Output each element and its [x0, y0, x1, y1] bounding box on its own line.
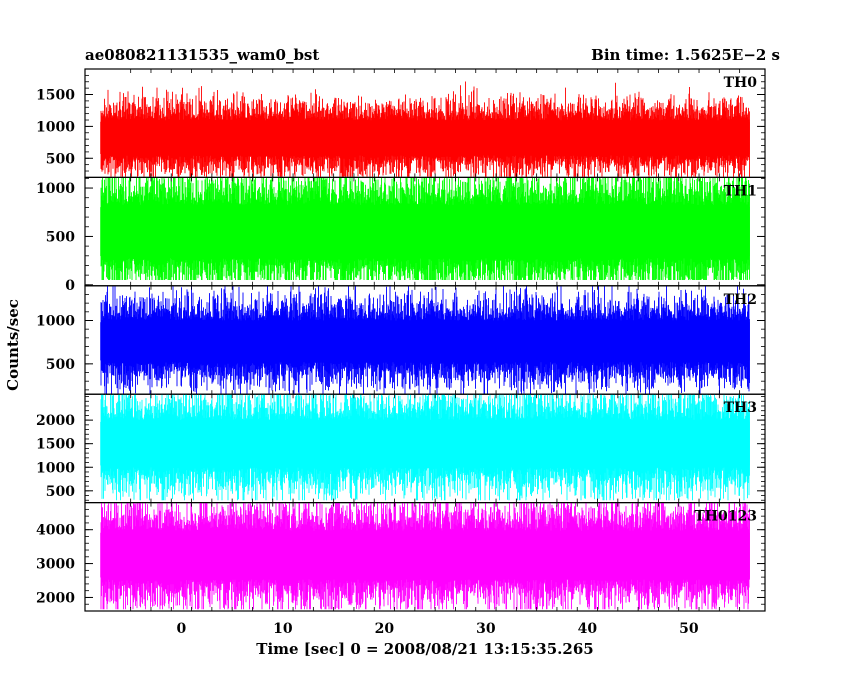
y-tick-label: 1000 [36, 313, 75, 329]
x-tick-label: 0 [177, 621, 187, 637]
y-tick-label: 1500 [36, 437, 75, 453]
series-core-th1 [100, 207, 750, 257]
panel-th2: 500 1000 TH2 [36, 285, 766, 395]
y-axis-label: Counts/sec [4, 299, 22, 391]
panel-label: TH3 [724, 400, 757, 416]
y-tick-label: 500 [46, 484, 75, 500]
y-tick-label: 500 [46, 357, 75, 373]
y-tick-label: 500 [46, 229, 75, 245]
panel-label: TH1 [724, 183, 757, 199]
series-core-th0123 [100, 532, 750, 578]
panel-th0123: 2000 3000 4000 TH0123 [36, 502, 766, 612]
series-core-th2 [100, 322, 750, 361]
panel-label: TH0 [724, 75, 758, 91]
y-tick-label: 2000 [36, 590, 75, 606]
series-core-th0 [100, 121, 750, 154]
panel-th0: 500 1000 1500 TH0 [36, 68, 766, 179]
x-tick-label: 10 [273, 621, 293, 637]
x-tick-label: 20 [375, 621, 395, 637]
panel-label: TH0123 [694, 509, 757, 525]
x-tick-label: 50 [679, 621, 699, 637]
y-tick-label: 500 [46, 151, 75, 167]
x-axis-label: Time [sec] 0 = 2008/08/21 13:15:35.265 [256, 640, 593, 658]
y-tick-label: 4000 [36, 523, 75, 539]
x-tick-label: 40 [578, 621, 598, 637]
chart-title: ae080821131535_wam0_bst [85, 46, 319, 64]
y-tick-label: 3000 [36, 557, 75, 573]
series-core-th3 [100, 421, 750, 466]
y-tick-label: 0 [65, 278, 75, 294]
panel-th1: 0 500 1000 TH1 [36, 176, 766, 294]
y-tick-label: 1000 [36, 119, 75, 135]
y-tick-label: 1000 [36, 181, 75, 197]
panel-th3: 500 1000 1500 2000 TH3 [36, 393, 766, 504]
y-tick-label: 2000 [36, 413, 75, 429]
y-tick-label: 1000 [36, 460, 75, 476]
panel-label: TH2 [724, 292, 757, 308]
y-tick-label: 1500 [36, 88, 75, 104]
x-tick-label: 30 [476, 621, 496, 637]
bin-time-label: Bin time: 1.5625E−2 s [591, 46, 780, 64]
